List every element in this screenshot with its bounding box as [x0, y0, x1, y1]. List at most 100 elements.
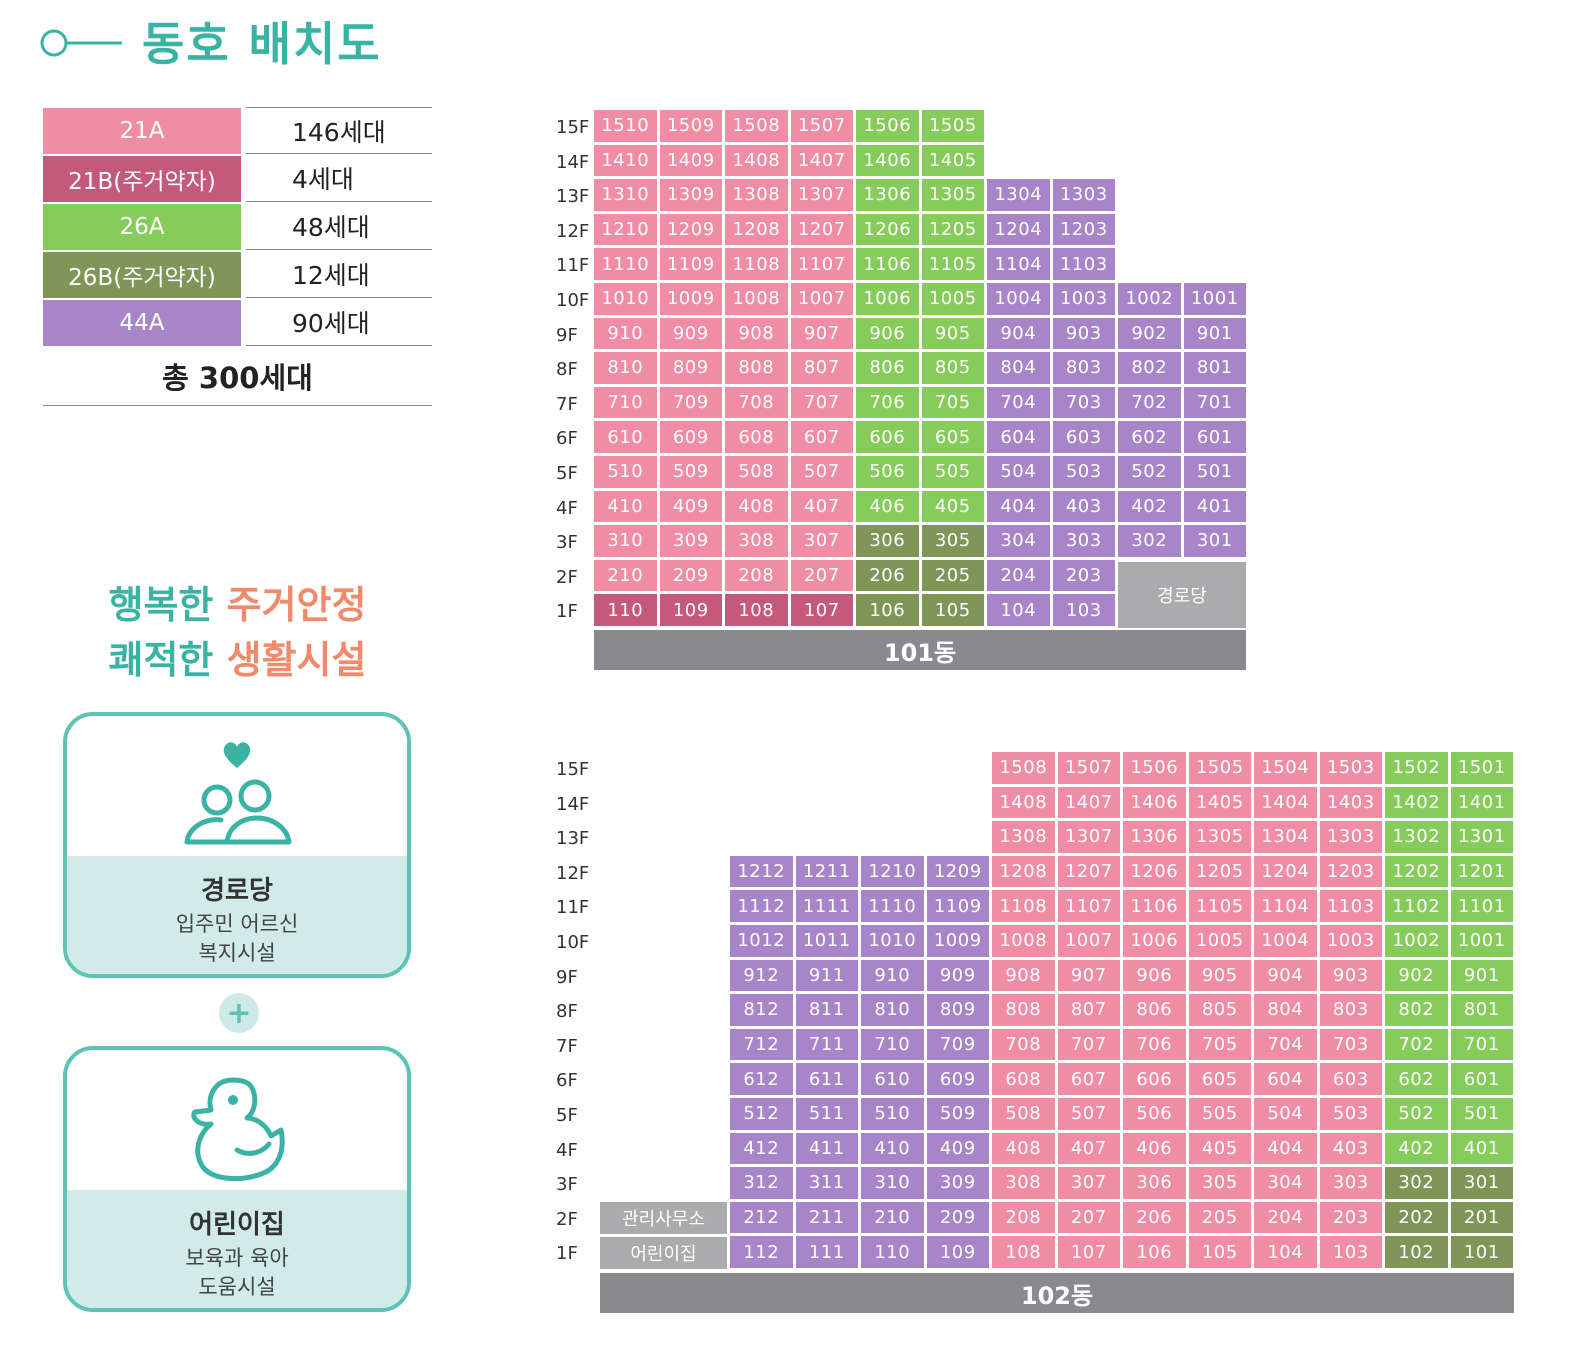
senior-center-unit: 경로당 — [1118, 562, 1246, 628]
unit-cell: 1003 — [1052, 283, 1115, 315]
unit-cell: 501 — [1450, 1098, 1513, 1130]
unit-cell: 1506 — [856, 110, 919, 142]
unit-cell: 511 — [795, 1098, 858, 1130]
unit-cell: 1503 — [1319, 752, 1382, 784]
unit-cell: 1404 — [1254, 786, 1317, 819]
unit-cell: 810 — [861, 994, 924, 1026]
unit-cell: 504 — [1254, 1098, 1317, 1130]
unit-cell: 1011 — [795, 925, 858, 957]
unit-cell: 1309 — [659, 179, 722, 211]
unit-cell: 501 — [1183, 456, 1246, 488]
slogan-line-2-b: 생활시설 — [226, 638, 367, 682]
unit-cell: 1304 — [1254, 821, 1317, 853]
floor-label: 4F — [556, 497, 578, 519]
unit-cell: 1009 — [659, 283, 722, 315]
unit-cell: 208 — [992, 1201, 1055, 1234]
unit-cell: 103 — [1052, 594, 1115, 626]
unit-cell: 307 — [1057, 1167, 1120, 1199]
unit-cell: 408 — [725, 490, 788, 523]
unit-cell: 803 — [1052, 352, 1115, 384]
unit-cell: 302 — [1118, 525, 1181, 557]
unit-cell: 901 — [1183, 317, 1246, 350]
unit-cell: 604 — [987, 421, 1050, 453]
unit-cell: 503 — [1052, 456, 1115, 488]
legend-total: 총 300세대 — [43, 347, 432, 406]
floor-label: 8F — [556, 1001, 578, 1023]
floor-label: 7F — [556, 1035, 578, 1057]
unit-cell: 1104 — [1254, 890, 1317, 922]
unit-cell: 1202 — [1385, 855, 1448, 888]
unit-cell: 1408 — [992, 786, 1055, 819]
legend-type-21a: 21A — [43, 108, 241, 154]
unit-cell: 410 — [861, 1132, 924, 1165]
unit-cell: 601 — [1450, 1063, 1513, 1095]
unit-cell: 605 — [921, 421, 984, 453]
unit-cell: 912 — [730, 959, 793, 992]
unit-cell: 811 — [795, 994, 858, 1026]
unit-cell: 601 — [1183, 421, 1246, 453]
daycare-card: 어린이집 보육과 육아 도움시설 — [63, 1046, 411, 1312]
unit-cell: 310 — [594, 525, 657, 557]
building-101-label: 101동 — [594, 630, 1246, 670]
floor-label: 1F — [556, 1243, 578, 1265]
unit-cell: 1407 — [790, 144, 853, 177]
unit-cell: 207 — [1057, 1201, 1120, 1234]
unit-cell: 1303 — [1052, 179, 1115, 211]
unit-cell: 606 — [1123, 1063, 1186, 1095]
unit-cell: 1307 — [1057, 821, 1120, 853]
daycare-title: 어린이집 — [189, 1210, 285, 1240]
unit-cell: 1002 — [1118, 283, 1181, 315]
unit-cell: 1110 — [594, 248, 657, 280]
unit-cell: 506 — [1123, 1098, 1186, 1130]
unit-cell: 903 — [1319, 959, 1382, 992]
unit-cell: 1006 — [1123, 925, 1186, 957]
unit-cell: 1208 — [725, 213, 788, 246]
unit-cell: 305 — [921, 525, 984, 557]
floor-label: 3F — [556, 1174, 578, 1196]
unit-cell: 1502 — [1385, 752, 1448, 784]
unit-cell: 204 — [987, 559, 1050, 592]
unit-cell: 106 — [1123, 1236, 1186, 1268]
legend-row-26a: 26A 48세대 — [43, 203, 432, 251]
unit-cell: 708 — [725, 386, 788, 419]
unit-cell: 1001 — [1183, 283, 1246, 315]
legend-count-21b: 4세대 — [246, 155, 432, 202]
unit-cell: 210 — [594, 559, 657, 592]
floor-label: 2F — [556, 566, 578, 588]
unit-cell: 110 — [861, 1236, 924, 1268]
unit-cell: 902 — [1385, 959, 1448, 992]
unit-cell: 705 — [1188, 1028, 1251, 1061]
unit-cell: 1004 — [1254, 925, 1317, 957]
unit-cell: 308 — [992, 1167, 1055, 1199]
unit-cell: 906 — [856, 317, 919, 350]
unit-cell: 406 — [1123, 1132, 1186, 1165]
unit-cell: 805 — [1188, 994, 1251, 1026]
unit-cell: 710 — [594, 386, 657, 419]
unit-cell: 1410 — [594, 144, 657, 177]
unit-cell: 104 — [1254, 1236, 1317, 1268]
unit-cell: 405 — [921, 490, 984, 523]
unit-cell: 301 — [1183, 525, 1246, 557]
unit-cell: 103 — [1319, 1236, 1382, 1268]
unit-cell: 806 — [1123, 994, 1186, 1026]
unit-cell: 1212 — [730, 855, 793, 888]
unit-cell: 1106 — [1123, 890, 1186, 922]
unit-cell: 706 — [856, 386, 919, 419]
unit-cell: 408 — [992, 1132, 1055, 1165]
unit-cell: 812 — [730, 994, 793, 1026]
unit-cell: 1101 — [1450, 890, 1513, 922]
unit-cell: 806 — [856, 352, 919, 384]
unit-cell: 804 — [987, 352, 1050, 384]
unit-cell: 905 — [921, 317, 984, 350]
unit-cell: 502 — [1385, 1098, 1448, 1130]
unit-cell: 1204 — [1254, 855, 1317, 888]
unit-cell: 1102 — [1385, 890, 1448, 922]
unit-cell: 505 — [1188, 1098, 1251, 1130]
floor-label: 5F — [556, 463, 578, 484]
unit-cell: 1107 — [790, 248, 853, 280]
unit-cell: 902 — [1118, 317, 1181, 350]
floor-label: 9F — [556, 324, 578, 346]
unit-cell: 908 — [992, 959, 1055, 992]
unit-cell: 1012 — [730, 925, 793, 957]
slogan-line-1-b: 주거안정 — [226, 583, 367, 627]
